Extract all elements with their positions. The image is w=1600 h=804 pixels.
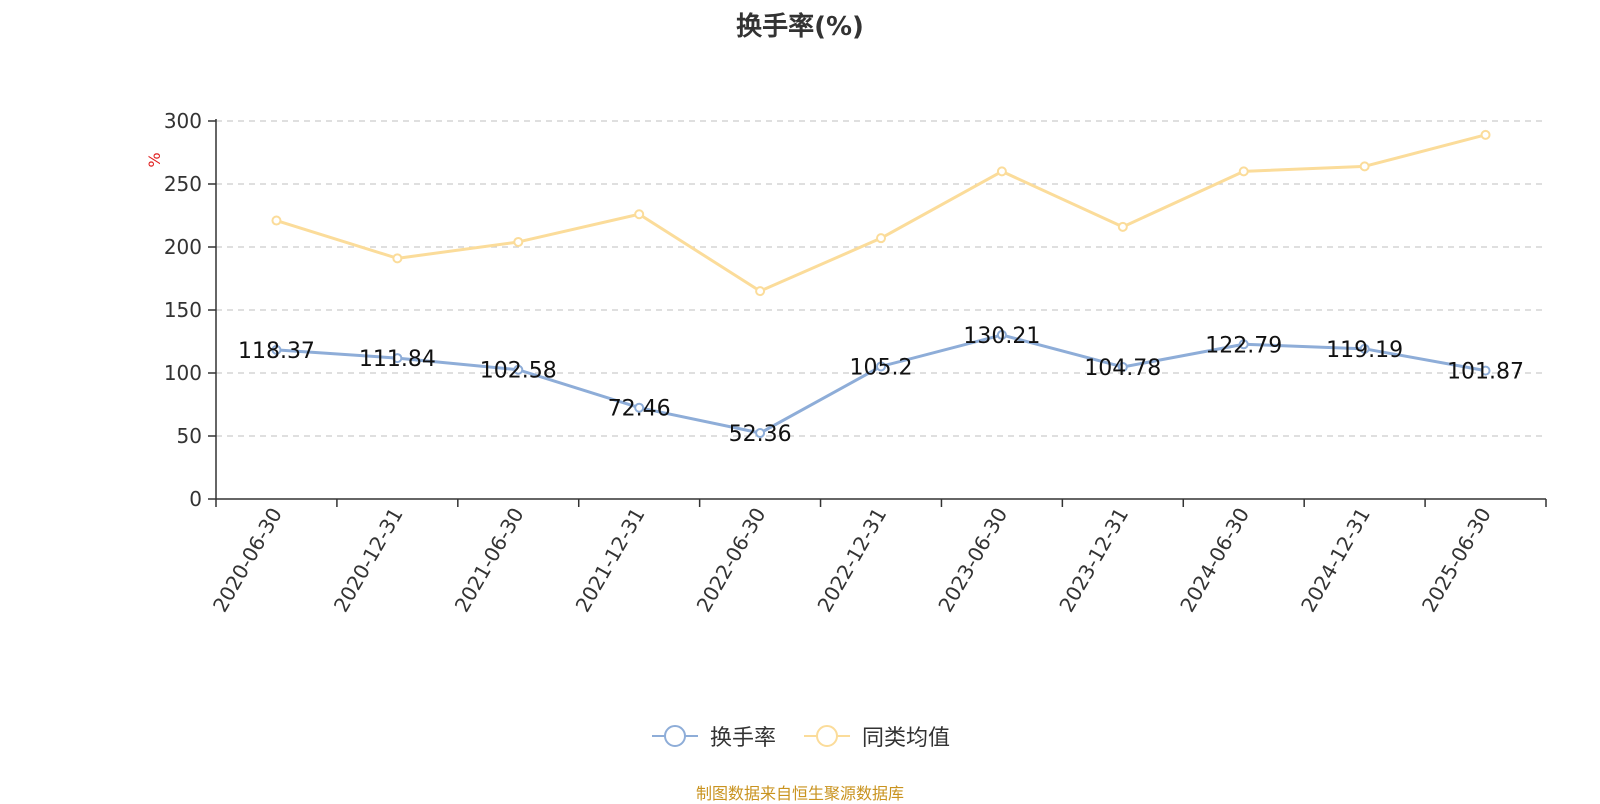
x-tick-label: 2022-12-31 — [812, 504, 891, 617]
y-tick-label: 0 — [189, 487, 202, 511]
x-tick-label: 2020-06-30 — [208, 504, 287, 617]
data-point[interactable] — [271, 344, 282, 355]
data-label: 52.36 — [729, 422, 792, 447]
x-tick-label: 2020-12-31 — [329, 504, 408, 617]
legend-item-peer-average[interactable]: 同类均值 — [802, 720, 950, 752]
data-point[interactable] — [876, 233, 886, 244]
data-point[interactable] — [1117, 221, 1128, 232]
legend-line-circle-icon — [651, 725, 698, 747]
data-point[interactable] — [1238, 166, 1249, 177]
data-label: 102.58 — [480, 359, 557, 384]
gridlines — [216, 120, 1546, 437]
series — [271, 129, 1491, 439]
legend: 换手率 同类均值 — [0, 720, 1600, 752]
data-label: 101.87 — [1447, 360, 1524, 385]
data-label: 104.78 — [1084, 356, 1161, 381]
data-point[interactable] — [996, 329, 1007, 340]
y-tick-label: 250 — [164, 172, 202, 196]
data-point[interactable] — [513, 236, 524, 247]
data-label: 105.2 — [850, 355, 913, 380]
series-line-1 — [276, 133, 1486, 293]
data-point[interactable] — [392, 253, 403, 264]
data-label: 130.21 — [963, 324, 1040, 349]
data-point[interactable] — [513, 364, 524, 375]
data-label: 72.46 — [608, 397, 671, 422]
data-point[interactable] — [1359, 343, 1370, 354]
source-note: 制图数据来自恒生聚源数据库 — [695, 784, 904, 803]
legend-item-turnover[interactable]: 换手率 — [650, 720, 776, 752]
data-point[interactable] — [755, 286, 766, 297]
data-label: 119.19 — [1326, 338, 1403, 363]
y-axis-unit-label: % — [145, 152, 164, 167]
data-point[interactable] — [996, 166, 1007, 177]
series-line-0 — [276, 333, 1486, 435]
data-point[interactable] — [1238, 339, 1249, 350]
legend-line-circle-icon — [804, 725, 850, 747]
data-label: 122.79 — [1205, 333, 1282, 358]
data-point[interactable] — [1480, 365, 1491, 376]
data-point[interactable] — [876, 361, 886, 372]
y-tick-label: 100 — [164, 361, 202, 385]
data-point[interactable] — [271, 215, 282, 226]
x-tick-label: 2021-06-30 — [450, 504, 529, 617]
data-point[interactable] — [1480, 129, 1491, 140]
x-tick-label: 2024-06-30 — [1175, 504, 1254, 617]
y-tick-label: 150 — [164, 298, 202, 322]
data-label: 111.84 — [359, 347, 436, 372]
x-tick-label: 2022-06-30 — [692, 504, 771, 617]
data-point[interactable] — [1359, 161, 1370, 172]
data-point[interactable] — [634, 209, 645, 220]
chart-title: 换手率(%) — [736, 12, 864, 42]
x-tick-label: 2025-06-30 — [1417, 504, 1496, 617]
data-point[interactable] — [634, 402, 645, 413]
x-tick-label: 2024-12-31 — [1296, 504, 1375, 617]
x-tick-label: 2023-06-30 — [933, 504, 1012, 617]
legend-label-peer-average: 同类均值 — [862, 726, 951, 751]
y-tick-label: 200 — [164, 235, 202, 259]
y-tick-label: 300 — [164, 109, 202, 133]
data-point[interactable] — [392, 353, 403, 364]
y-tick-label: 50 — [177, 424, 202, 448]
x-tick-label: 2021-12-31 — [571, 504, 650, 617]
data-point[interactable] — [755, 428, 766, 439]
data-labels: 118.37 111.84 102.58 72.46 52.36 105.2 130.21 1… — [238, 324, 1524, 447]
legend-label-turnover: 换手率 — [709, 726, 776, 751]
data-label: 118.37 — [238, 339, 315, 364]
x-tick-label: 2023-12-31 — [1054, 504, 1133, 617]
data-point[interactable] — [1117, 361, 1128, 372]
